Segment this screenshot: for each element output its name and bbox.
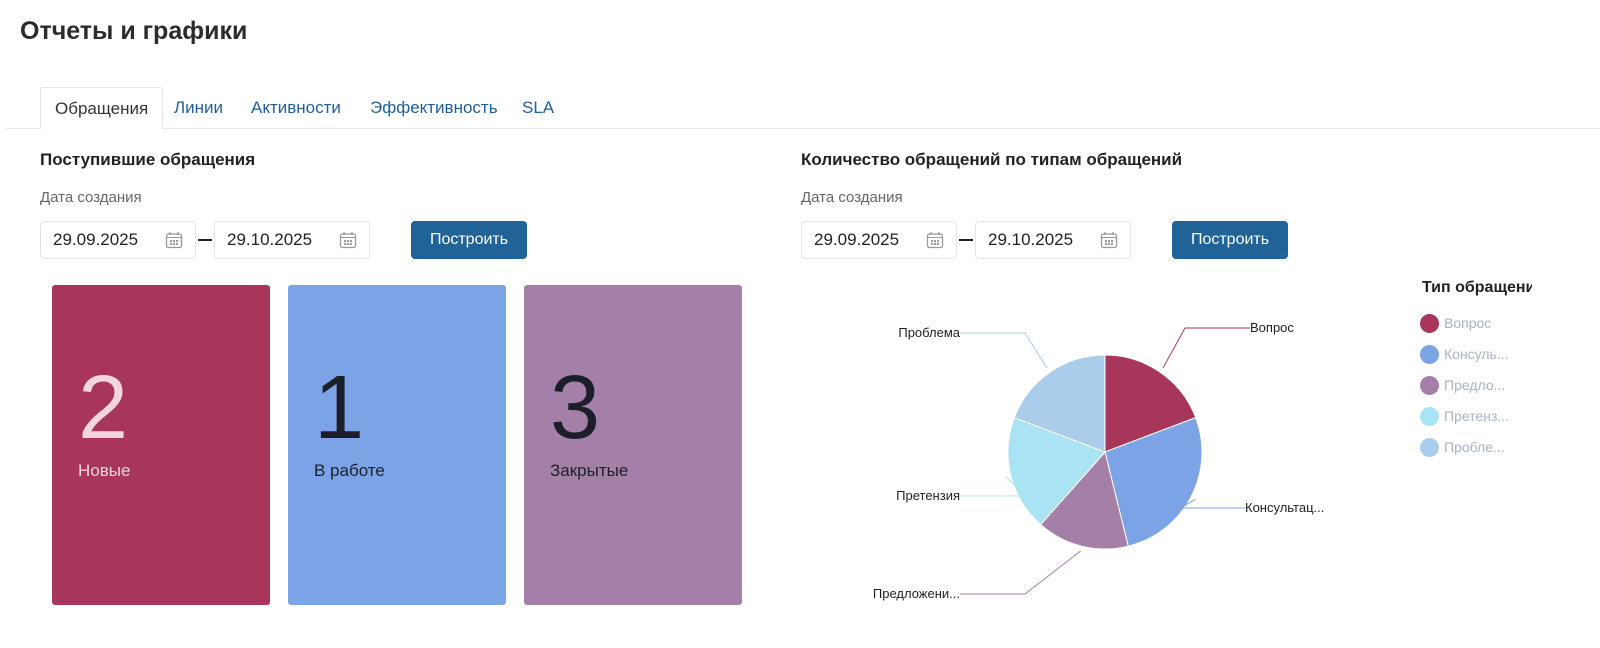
date-from-input[interactable]: 29.09.2025 — [801, 221, 957, 259]
label-leader-line — [960, 476, 1027, 497]
slice-label: Вопрос — [1250, 320, 1294, 335]
pie-chart: Вопрос Консультац... Предложени... Претензи… — [873, 320, 1324, 601]
section-title: Количество обращений по типам обращений — [801, 150, 1183, 169]
pie-slice[interactable] — [1007, 416, 1106, 526]
date-label: Дата создания — [801, 189, 903, 206]
legend-swatch-icon — [1420, 376, 1439, 395]
date-from-value: 29.09.2025 — [53, 230, 139, 249]
card-label: Новые — [78, 461, 131, 480]
slice-label: Претензия — [896, 488, 960, 503]
legend-title: Тип обращения — [1422, 279, 1532, 296]
card-value: 3 — [550, 358, 601, 458]
legend-label: Вопрос — [1444, 315, 1492, 331]
date-to-input[interactable]: 29.10.2025 — [975, 221, 1131, 259]
legend-label: Предло... — [1444, 377, 1506, 393]
legend-swatch-icon — [1420, 407, 1439, 426]
legend-label: Консуль... — [1444, 346, 1509, 362]
tab-activities[interactable]: Активности — [251, 98, 341, 117]
card-value: 2 — [78, 358, 129, 458]
section-title: Поступившие обращения — [40, 150, 256, 169]
legend-swatch-icon — [1420, 314, 1439, 333]
pie-slice[interactable] — [1104, 416, 1203, 547]
tab-lines[interactable]: Линии — [174, 98, 224, 117]
tab-requests[interactable]: Обращения — [40, 87, 164, 129]
date-to-input[interactable]: 29.10.2025 — [214, 221, 370, 259]
tab-bar: Обращения Линии Активности Эффективность… — [6, 87, 1600, 129]
legend-label: Претенз... — [1444, 408, 1510, 424]
label-leader-line — [960, 550, 1081, 595]
pie-slice[interactable] — [1104, 354, 1197, 453]
slice-label: Консультац... — [1245, 500, 1324, 515]
pie-slice[interactable] — [1013, 354, 1106, 453]
range-separator — [198, 239, 212, 241]
legend-swatch-icon — [1420, 345, 1439, 364]
card-value: 1 — [314, 358, 365, 458]
date-from-value: 29.09.2025 — [814, 230, 900, 249]
build-button[interactable]: Построить — [411, 221, 527, 259]
label-leader-line — [1178, 498, 1245, 509]
slice-label: Предложени... — [873, 586, 960, 601]
range-separator — [959, 239, 973, 241]
status-card-in-progress[interactable]: 1 В работе — [288, 285, 506, 605]
slice-label: Проблема — [898, 325, 960, 340]
page-title: Отчеты и графики — [20, 17, 248, 45]
card-label: В работе — [314, 461, 385, 480]
build-button[interactable]: Построить — [1172, 221, 1288, 259]
legend-swatch-icon — [1420, 438, 1439, 457]
label-leader-line — [960, 332, 1048, 369]
status-card-closed[interactable]: 3 Закрытые — [524, 285, 742, 605]
legend-label: Пробле... — [1444, 439, 1505, 455]
calendar-icon[interactable] — [339, 231, 357, 249]
label-leader-line — [1162, 327, 1250, 369]
date-label: Дата создания — [40, 189, 142, 206]
date-from-input[interactable]: 29.09.2025 — [40, 221, 196, 259]
tab-sla[interactable]: SLA — [522, 98, 555, 117]
card-label: Закрытые — [550, 461, 629, 480]
calendar-icon[interactable] — [926, 231, 944, 249]
date-to-value: 29.10.2025 — [227, 230, 313, 249]
date-to-value: 29.10.2025 — [988, 230, 1074, 249]
calendar-icon[interactable] — [1100, 231, 1118, 249]
status-card-new[interactable]: 2 Новые — [52, 285, 270, 605]
pie-slice[interactable] — [1039, 450, 1129, 550]
calendar-icon[interactable] — [165, 231, 183, 249]
tab-efficiency[interactable]: Эффективность — [370, 98, 498, 117]
